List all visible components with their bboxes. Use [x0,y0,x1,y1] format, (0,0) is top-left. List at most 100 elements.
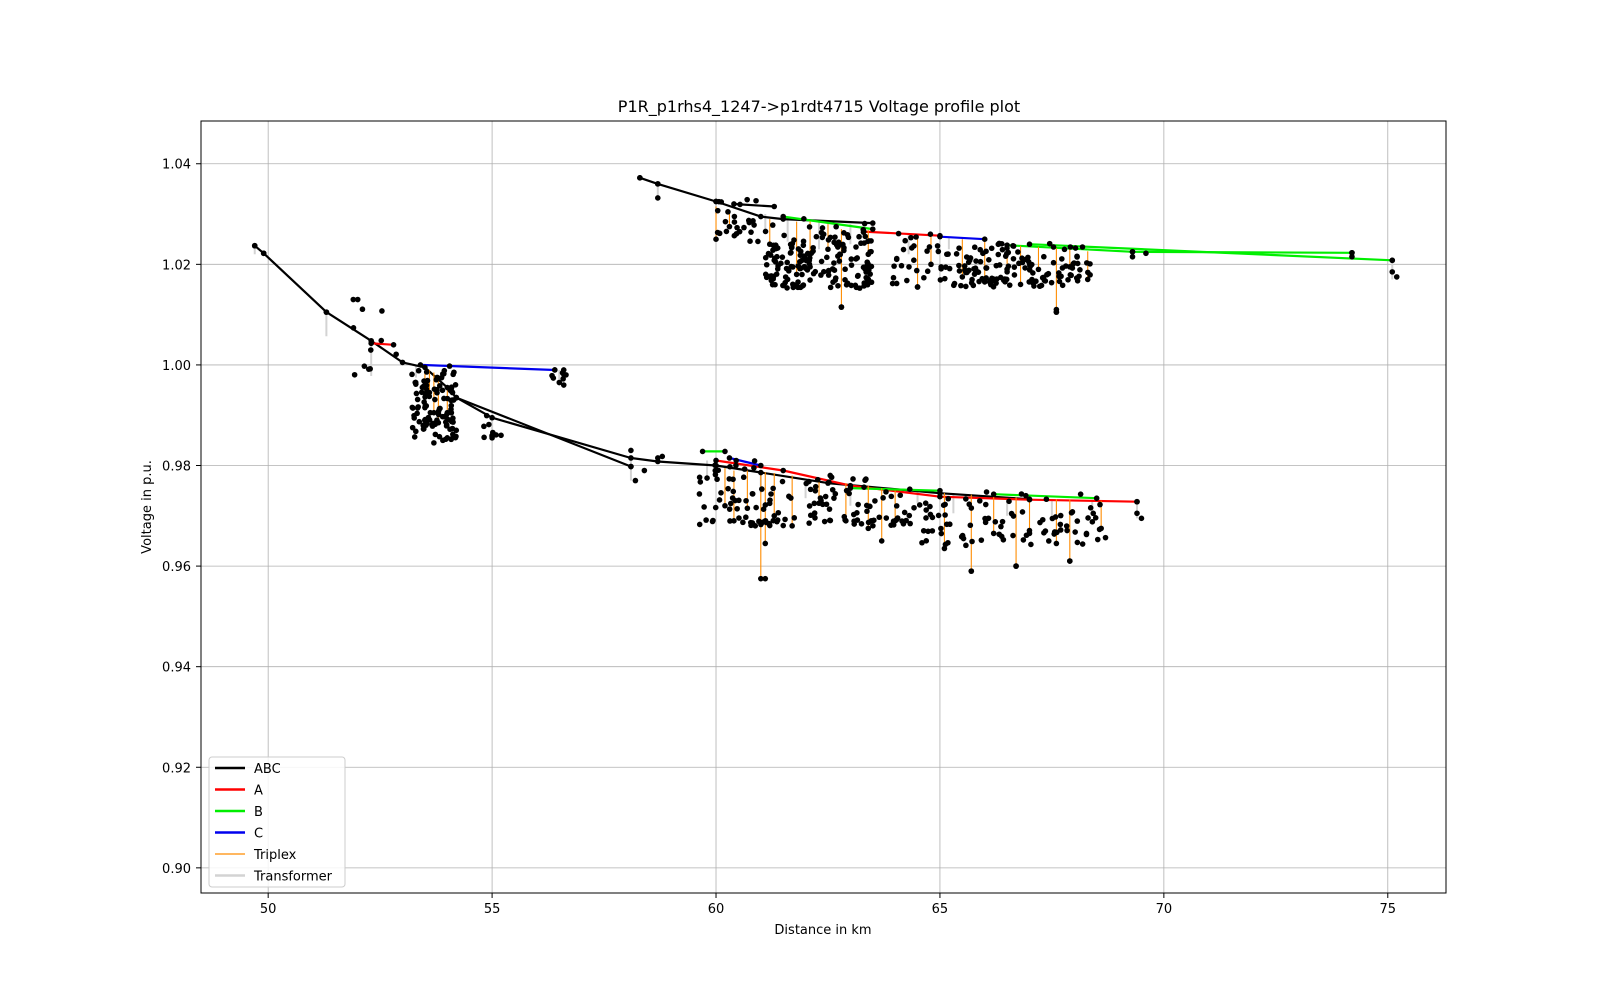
bus-node [498,432,504,439]
bus-node [916,502,923,508]
bus-node [1026,527,1033,534]
bus-node [432,431,439,438]
bus-node [716,497,723,503]
bus-node [722,448,728,455]
bus-node [442,419,449,425]
bus-node [778,260,784,267]
bus-node [730,488,737,495]
bus-node [740,519,746,526]
bus-node [937,233,943,240]
bus-node [744,505,751,512]
bus-node [1017,281,1024,288]
bus-node [1129,248,1136,255]
bus-node [733,457,739,464]
bus-node [762,502,769,508]
bus-node [726,506,733,512]
bus-node [895,230,902,237]
bus-node [734,224,740,231]
bus-node [701,504,707,510]
bus-node [945,539,951,546]
bus-node [1134,498,1140,505]
bus-node [990,491,997,497]
bus-node [893,255,900,262]
bus-node [448,402,455,409]
bus-node [421,422,427,429]
bus-node [1011,264,1018,270]
bus-node [789,523,795,529]
bus-node [865,525,872,532]
bus-node [1039,274,1046,281]
bus-node [1064,527,1070,534]
bus-node [411,434,418,440]
bus-node [1138,515,1145,522]
bus-node [452,382,459,388]
bus-node [1002,253,1009,259]
bus-node [758,486,765,492]
bus-node [1057,527,1064,533]
y-axis-label: Voltage in p.u. [140,460,155,554]
bus-node [748,229,754,235]
bus-node [990,530,997,537]
bus-node [489,414,495,421]
bus-node [813,233,820,240]
legend-label-transformer: Transformer [253,870,333,885]
bus-node [850,476,856,482]
bus-node [926,244,933,250]
bus-node [1050,244,1057,250]
bus-node [953,251,960,257]
bus-node [1043,496,1050,503]
bus-node [902,237,908,244]
x-tick-label: 70 [1156,902,1173,917]
bus-node [731,219,738,225]
series-line-b [783,215,873,231]
bus-node [1072,529,1078,535]
bus-node [703,517,709,523]
bus-node [801,216,807,222]
bus-node [868,238,874,244]
bus-node [983,489,990,495]
bus-node [825,246,831,253]
bus-node [450,371,456,378]
y-tick-label: 1.04 [162,158,191,173]
bus-node [810,270,817,277]
bus-node [436,433,443,440]
bus-node [733,230,740,237]
bus-node [1011,272,1018,278]
y-tick-label: 0.98 [162,460,191,475]
bus-node [800,238,807,245]
bus-node [350,296,357,303]
bus-node [712,467,719,474]
bus-node [758,462,764,469]
legend: ABC ABC Triplex Transformer [208,756,346,888]
bus-node [723,228,730,235]
bus-node [818,229,825,236]
bus-node [772,242,779,248]
bus-node [864,508,870,515]
bus-node [697,479,704,485]
bus-node [1019,509,1026,515]
legend-entries: ABC ABC Triplex Transformer [215,762,333,885]
bus-node [1045,538,1052,544]
bus-node [251,242,258,249]
bus-node [956,268,963,274]
bus-node [434,386,440,393]
x-tick-label: 65 [932,902,949,917]
bus-node [718,199,725,205]
bus-node [1010,532,1016,539]
bus-node [737,201,743,208]
bus-node [920,527,927,534]
bus-node [560,382,567,388]
x-tick-label: 75 [1380,902,1397,917]
bus-node [848,256,855,262]
bus-node [963,283,969,290]
bus-node [1083,531,1090,538]
bus-node [790,281,796,288]
bus-node [448,436,454,443]
bus-node [1068,509,1075,516]
x-tick-label: 55 [484,902,501,917]
bus-node [793,271,800,278]
bus-node [958,282,964,289]
bus-node [977,246,984,253]
bus-node [806,224,813,230]
